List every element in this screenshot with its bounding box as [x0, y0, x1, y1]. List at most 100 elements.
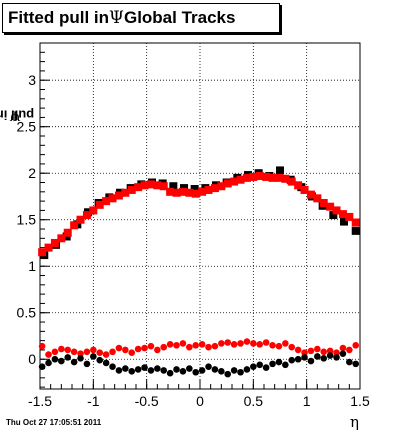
- data-point: [38, 363, 46, 370]
- series-3: [38, 350, 360, 378]
- y-tick-label: 2.5: [17, 119, 37, 135]
- data-point: [159, 182, 168, 191]
- tick-labels: -1.5 -1 -0.5 0 0.5 1 1.5 0 0.5 1 1.5 2 2.5 3: [17, 72, 370, 409]
- data-point: [141, 364, 148, 371]
- data-point: [115, 367, 123, 374]
- data-markers: [38, 166, 360, 378]
- data-point: [153, 181, 162, 190]
- data-point: [230, 177, 239, 186]
- data-point: [198, 367, 206, 374]
- data-point: [192, 368, 200, 376]
- data-point: [319, 198, 328, 207]
- data-point: [147, 342, 155, 350]
- data-point: [102, 197, 111, 206]
- data-point: [320, 348, 328, 356]
- data-point: [102, 351, 110, 358]
- data-point: [281, 174, 290, 183]
- data-point: [90, 353, 97, 360]
- data-point: [127, 185, 136, 194]
- data-point: [326, 202, 335, 211]
- series-1: [38, 172, 360, 257]
- data-point: [230, 341, 238, 348]
- y-tick-label: 2: [28, 165, 36, 181]
- data-point: [44, 243, 53, 252]
- data-point: [38, 248, 47, 257]
- data-point: [224, 339, 232, 346]
- x-tick-label: -1: [87, 393, 100, 409]
- data-point: [102, 359, 110, 367]
- data-point: [172, 188, 181, 197]
- data-point: [326, 347, 334, 355]
- data-point: [243, 338, 251, 345]
- data-point: [217, 182, 226, 191]
- data-point: [192, 341, 200, 349]
- data-point: [38, 342, 46, 350]
- data-point: [122, 365, 129, 372]
- data-point: [326, 352, 334, 359]
- data-point: [122, 346, 129, 354]
- data-point: [186, 365, 193, 372]
- y-tick-label: 1.5: [17, 212, 37, 228]
- data-point: [218, 340, 225, 347]
- data-point: [294, 355, 302, 363]
- data-point: [333, 354, 340, 361]
- data-point: [64, 354, 72, 361]
- data-point: [268, 173, 277, 182]
- data-point: [154, 365, 161, 372]
- y-tick-label: 3: [28, 72, 36, 88]
- data-point: [64, 346, 72, 354]
- data-point: [178, 187, 187, 196]
- data-point: [76, 215, 85, 224]
- data-point: [256, 361, 264, 369]
- data-point: [301, 354, 308, 361]
- data-point: [262, 364, 270, 371]
- title-suffix: Global Tracks: [123, 8, 236, 27]
- data-point: [314, 353, 321, 360]
- data-point: [269, 360, 276, 368]
- title-psi-symbol: Ψ: [109, 8, 124, 28]
- data-point: [51, 355, 59, 363]
- data-point: [58, 345, 65, 353]
- data-point: [198, 187, 207, 196]
- data-point: [128, 349, 136, 357]
- x-tick-label: 1: [303, 393, 311, 409]
- data-point: [300, 185, 309, 194]
- data-point: [160, 343, 168, 351]
- data-point: [224, 370, 232, 378]
- data-point: [282, 340, 289, 347]
- title-prefix: Fitted pull in: [8, 8, 110, 27]
- data-point: [115, 344, 123, 352]
- data-point: [109, 363, 116, 370]
- data-point: [173, 341, 180, 349]
- data-point: [108, 194, 117, 203]
- data-point: [294, 181, 303, 190]
- x-tick-label: 0.5: [244, 393, 264, 409]
- data-point: [204, 185, 213, 194]
- data-point: [288, 343, 296, 351]
- data-point: [146, 180, 155, 189]
- data-point: [186, 343, 193, 351]
- data-point: [249, 172, 258, 181]
- data-point: [185, 188, 194, 197]
- data-point: [90, 346, 97, 354]
- data-point: [191, 189, 200, 198]
- data-point: [243, 366, 251, 373]
- data-point: [230, 367, 238, 374]
- data-point: [242, 173, 251, 182]
- y-tick-label: 0: [28, 351, 36, 367]
- data-point: [301, 349, 308, 357]
- data-point: [250, 340, 257, 347]
- x-tick-label: 0: [196, 393, 204, 409]
- data-point: [63, 228, 72, 237]
- data-point: [223, 179, 232, 188]
- data-point: [166, 187, 175, 196]
- data-point: [333, 349, 340, 357]
- data-point: [198, 341, 206, 348]
- chart-title: Fitted pull in Ψ Global Tracks: [2, 3, 280, 33]
- data-point: [50, 238, 59, 247]
- data-point: [275, 358, 283, 366]
- data-point: [109, 348, 116, 356]
- data-point: [218, 368, 225, 375]
- data-point: [173, 366, 180, 373]
